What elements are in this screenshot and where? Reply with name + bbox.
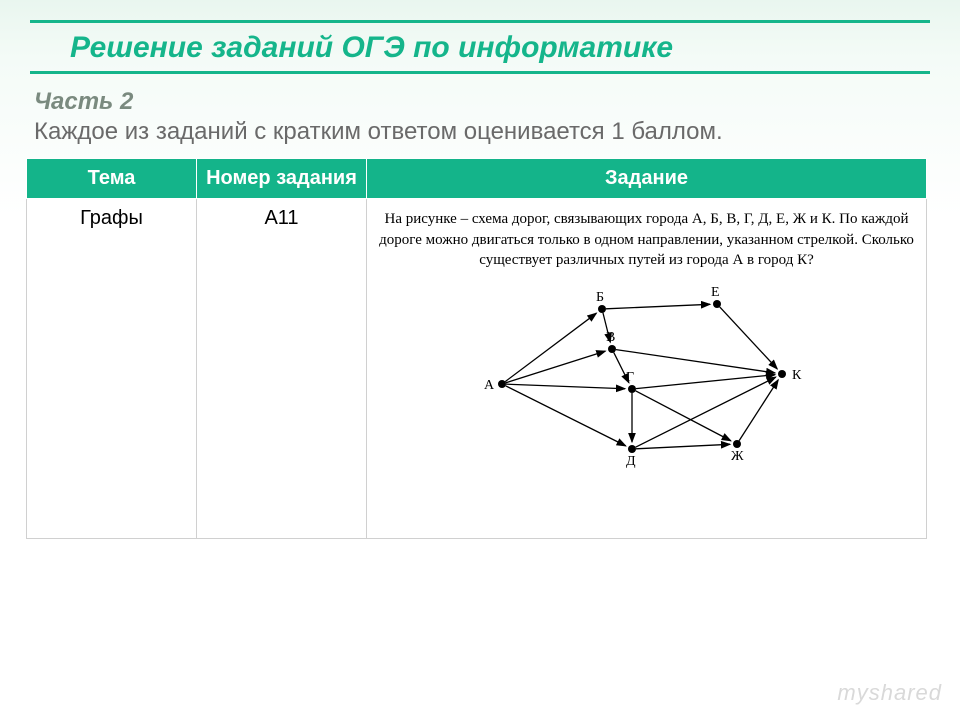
section-intro: Часть 2 Каждое из заданий с кратким отве… <box>0 74 960 158</box>
table-row: Графы А11 На рисунке – схема дорог, связ… <box>27 199 927 539</box>
svg-text:Г: Г <box>626 370 634 385</box>
cell-task: На рисунке – схема дорог, связывающих го… <box>367 199 927 539</box>
cell-number: А11 <box>197 199 367 539</box>
roads-graph: А Б В Г Д Е Ж К <box>482 284 812 490</box>
th-number: Номер задания <box>197 159 367 199</box>
svg-text:К: К <box>792 368 802 383</box>
svg-text:Е: Е <box>711 285 720 300</box>
tasks-table: Тема Номер задания Задание Графы А11 На … <box>26 158 927 539</box>
th-task: Задание <box>367 159 927 199</box>
header: Решение заданий ОГЭ по информатике <box>0 20 960 74</box>
svg-text:А: А <box>484 378 495 393</box>
th-topic: Тема <box>27 159 197 199</box>
svg-text:В: В <box>606 330 615 345</box>
page-title: Решение заданий ОГЭ по информатике <box>30 23 930 71</box>
task-text: На рисунке – схема дорог, связывающих го… <box>373 207 920 280</box>
graph-svg: А Б В Г Д Е Ж К <box>482 284 812 484</box>
section-description: Каждое из заданий с кратким ответом оцен… <box>34 116 926 148</box>
part-label: Часть 2 <box>34 88 926 116</box>
watermark: myshared <box>837 680 942 706</box>
svg-text:Д: Д <box>626 454 636 469</box>
svg-text:Ж: Ж <box>731 449 744 464</box>
cell-topic: Графы <box>27 199 197 539</box>
svg-text:Б: Б <box>596 290 604 305</box>
